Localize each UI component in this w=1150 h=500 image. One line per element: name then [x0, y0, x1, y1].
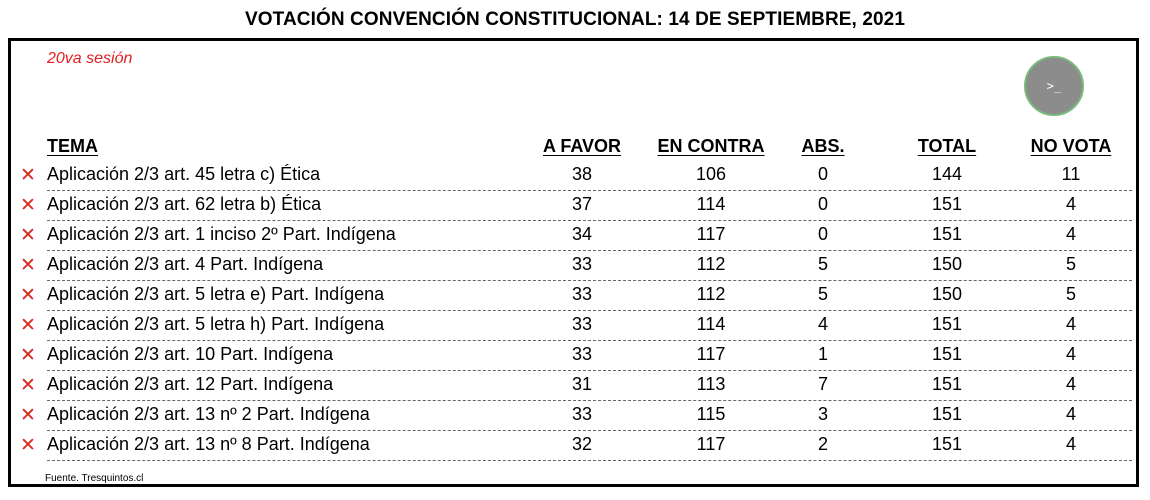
cell-favor: 33 — [571, 254, 593, 274]
page-title: VOTACIÓN CONVENCIÓN CONSTITUCIONAL: 14 D… — [245, 9, 905, 30]
cell-abs: 1 — [817, 344, 828, 364]
source-note: Fuente. Tresquintos.cl — [45, 473, 144, 484]
table-row: ✕ Aplicación 2/3 art. 13 nº 8 Part. Indíg… — [11, 431, 1136, 461]
x-mark-icon: ✕ — [20, 285, 36, 306]
header-abs: ABS. — [801, 136, 845, 156]
x-mark-icon: ✕ — [20, 375, 36, 396]
cell-abs: 4 — [817, 314, 828, 334]
cell-tema: Aplicación 2/3 art. 5 letra h) Part. Ind… — [47, 314, 385, 334]
cell-contra: 114 — [696, 194, 726, 214]
cell-abs: 0 — [817, 224, 828, 244]
cell-novota: 4 — [1065, 404, 1076, 424]
cell-tema: Aplicación 2/3 art. 10 Part. Indígena — [47, 344, 334, 364]
cell-tema: Aplicación 2/3 art. 45 letra c) Ética — [47, 164, 321, 184]
cell-total: 150 — [931, 284, 963, 304]
cell-total: 144 — [931, 164, 963, 184]
cell-tema: Aplicación 2/3 art. 13 nº 8 Part. Indíge… — [47, 434, 370, 454]
cell-favor: 33 — [571, 404, 593, 424]
table-row: ✕ Aplicación 2/3 art. 45 letra c) Ética 38… — [11, 161, 1136, 191]
table-body: ✕ Aplicación 2/3 art. 45 letra c) Ética 38… — [11, 161, 1136, 461]
cell-favor: 33 — [571, 284, 593, 304]
cell-total: 151 — [931, 314, 963, 334]
header-novota: NO VOTA — [1030, 136, 1112, 156]
cell-contra: 112 — [696, 284, 726, 304]
cell-total: 151 — [931, 374, 963, 394]
cell-favor: 33 — [571, 314, 593, 334]
x-mark-icon: ✕ — [20, 345, 36, 366]
cell-tema: Aplicación 2/3 art. 13 nº 2 Part. Indíge… — [47, 404, 370, 424]
cell-tema: Aplicación 2/3 art. 5 letra e) Part. Ind… — [47, 284, 385, 304]
cell-contra: 115 — [696, 404, 726, 424]
header-favor: A FAVOR — [542, 136, 621, 156]
cell-abs: 5 — [817, 254, 828, 274]
cell-contra: 117 — [696, 344, 726, 364]
cell-favor: 38 — [571, 164, 593, 184]
cell-favor: 31 — [571, 374, 593, 394]
table-header: TEMA A FAVOR EN CONTRA ABS. TOTAL NO VOT… — [11, 133, 1136, 161]
cell-novota: 4 — [1065, 314, 1076, 334]
table-row: ✕ Aplicación 2/3 art. 10 Part. Indígena 33… — [11, 341, 1136, 371]
cell-total: 150 — [931, 254, 963, 274]
cell-total: 151 — [931, 344, 963, 364]
table-row: ✕ Aplicación 2/3 art. 5 letra e) Part. In… — [11, 281, 1136, 311]
logo-text: >_ — [1046, 79, 1062, 93]
cell-tema: Aplicación 2/3 art. 1 inciso 2º Part. In… — [47, 224, 396, 244]
votes-table: TEMA A FAVOR EN CONTRA ABS. TOTAL NO VOT… — [11, 133, 1136, 461]
session-label: 20va sesión — [47, 50, 133, 67]
cell-total: 151 — [931, 404, 963, 424]
cell-abs: 3 — [817, 404, 828, 424]
terminal-icon: >_ — [1024, 56, 1084, 116]
cell-novota: 4 — [1065, 194, 1076, 214]
cell-novota: 4 — [1065, 224, 1076, 244]
cell-abs: 7 — [817, 374, 828, 394]
x-mark-icon: ✕ — [20, 225, 36, 246]
cell-contra: 113 — [696, 374, 726, 394]
cell-favor: 32 — [571, 434, 593, 454]
x-mark-icon: ✕ — [20, 255, 36, 276]
table-row: ✕ Aplicación 2/3 art. 5 letra h) Part. In… — [11, 311, 1136, 341]
cell-novota: 4 — [1065, 344, 1076, 364]
cell-novota: 5 — [1065, 254, 1076, 274]
cell-tema: Aplicación 2/3 art. 4 Part. Indígena — [47, 254, 324, 274]
cell-abs: 0 — [817, 194, 828, 214]
cell-contra: 112 — [696, 254, 726, 274]
cell-total: 151 — [931, 194, 963, 214]
cell-abs: 0 — [817, 164, 828, 184]
header-total: TOTAL — [917, 136, 977, 156]
cell-favor: 37 — [571, 194, 593, 214]
cell-total: 151 — [931, 224, 963, 244]
header-contra: EN CONTRA — [657, 136, 765, 156]
cell-favor: 34 — [571, 224, 593, 244]
cell-contra: 117 — [696, 434, 726, 454]
x-mark-icon: ✕ — [20, 165, 36, 186]
x-mark-icon: ✕ — [20, 405, 36, 426]
x-mark-icon: ✕ — [20, 195, 36, 216]
results-frame: 20va sesión >_ TEMA A FAVOR EN CONTRA AB… — [8, 38, 1139, 487]
cell-abs: 5 — [817, 284, 828, 304]
cell-novota: 11 — [1061, 164, 1081, 184]
table-row: ✕ Aplicación 2/3 art. 13 nº 2 Part. Indíg… — [11, 401, 1136, 431]
cell-favor: 33 — [571, 344, 593, 364]
table-row: ✕ Aplicación 2/3 art. 4 Part. Indígena 33 1… — [11, 251, 1136, 281]
x-mark-icon: ✕ — [20, 435, 36, 456]
cell-tema: Aplicación 2/3 art. 12 Part. Indígena — [47, 374, 334, 394]
cell-abs: 2 — [817, 434, 828, 454]
cell-tema: Aplicación 2/3 art. 62 letra b) Ética — [47, 194, 322, 214]
cell-total: 151 — [931, 434, 963, 454]
cell-contra: 114 — [696, 314, 726, 334]
cell-novota: 4 — [1065, 374, 1076, 394]
cell-novota: 4 — [1065, 434, 1076, 454]
x-mark-icon: ✕ — [20, 315, 36, 336]
cell-contra: 106 — [695, 164, 727, 184]
table-row: ✕ Aplicación 2/3 art. 12 Part. Indígena 31… — [11, 371, 1136, 401]
cell-contra: 117 — [696, 224, 726, 244]
header-tema: TEMA — [47, 136, 98, 156]
table-row: ✕ Aplicación 2/3 art. 62 letra b) Ética 37… — [11, 191, 1136, 221]
cell-novota: 5 — [1065, 284, 1076, 304]
table-row: ✕ Aplicación 2/3 art. 1 inciso 2º Part. I… — [11, 221, 1136, 251]
